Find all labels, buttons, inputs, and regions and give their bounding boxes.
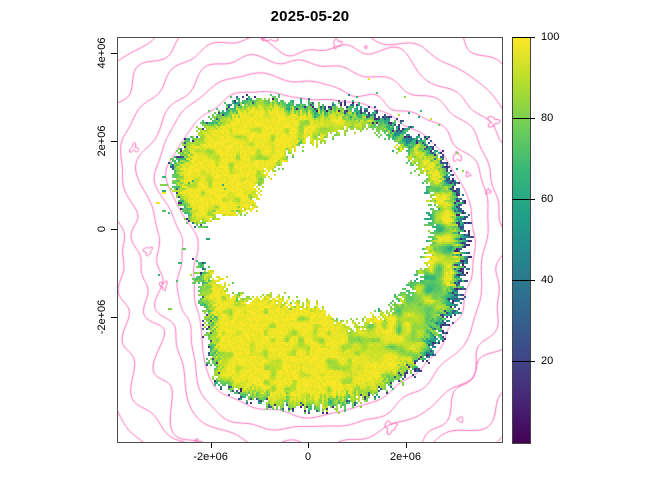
y-tick-mark bbox=[111, 52, 117, 54]
colorbar-tick-mark bbox=[512, 280, 535, 281]
y-tick-mark bbox=[111, 228, 117, 230]
colorbar-tick-label: 20 bbox=[541, 355, 554, 367]
colorbar-tick-label: 60 bbox=[541, 193, 554, 205]
plot-area bbox=[117, 37, 503, 443]
plot-title: 2025-05-20 bbox=[270, 8, 350, 25]
y-tick-label: 2e+06 bbox=[96, 125, 108, 157]
colorbar-tick-mark bbox=[512, 37, 535, 38]
colorbar-tick-label: 40 bbox=[541, 274, 554, 286]
x-tick-label: 0 bbox=[304, 451, 312, 463]
x-tick-label: -2e+06 bbox=[193, 451, 228, 463]
y-tick-mark bbox=[111, 140, 117, 142]
sea-ice-raster-layer bbox=[118, 38, 502, 442]
colorbar-tick-mark bbox=[512, 199, 535, 200]
colorbar-tick-mark bbox=[512, 118, 535, 119]
x-tick-label: 2e+06 bbox=[390, 451, 421, 463]
colorbar-tick-mark bbox=[512, 361, 535, 362]
x-tick-mark bbox=[308, 443, 310, 448]
y-tick-label: -2e+06 bbox=[96, 299, 108, 335]
y-tick-label: 0 bbox=[96, 225, 108, 233]
y-tick-label: 4e+06 bbox=[96, 37, 108, 68]
colorbar-tick-label: 100 bbox=[541, 31, 560, 43]
colorbar-tick-label: 80 bbox=[541, 112, 554, 124]
y-tick-mark bbox=[111, 317, 117, 319]
x-tick-mark bbox=[405, 443, 407, 448]
x-tick-mark bbox=[210, 443, 212, 448]
colorbar bbox=[512, 37, 531, 444]
